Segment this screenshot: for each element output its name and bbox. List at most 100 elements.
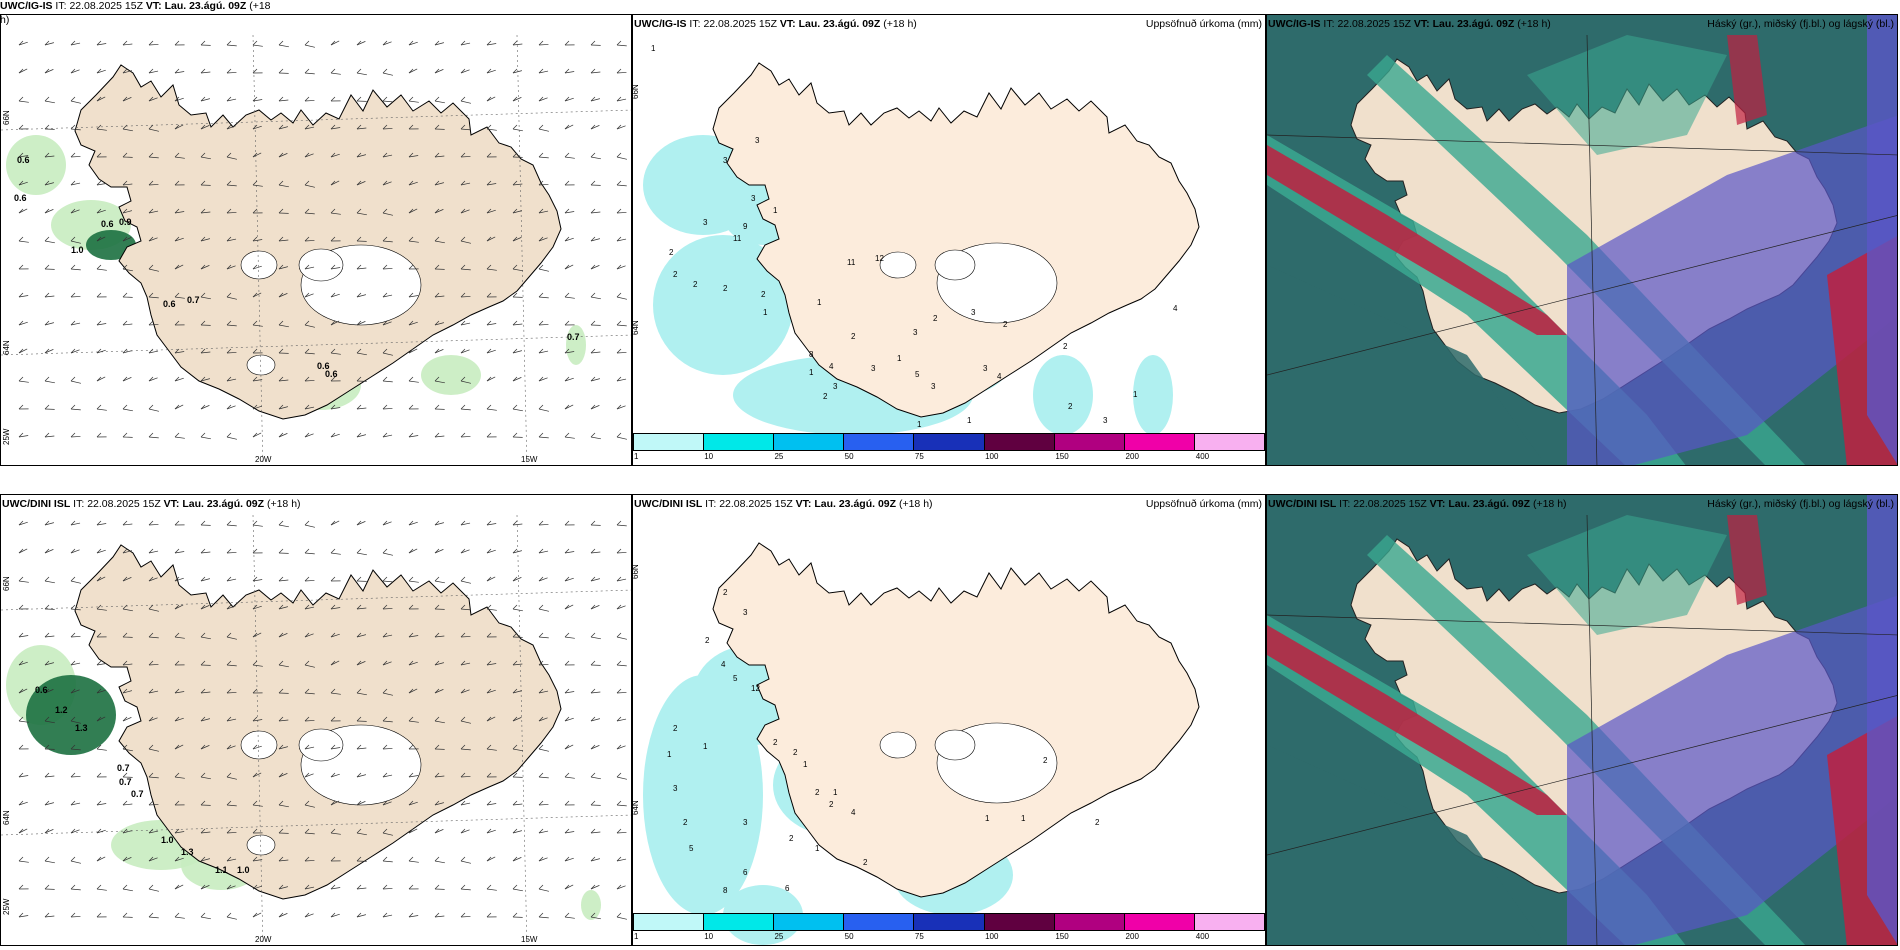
- wind-barb: [18, 380, 29, 383]
- wind-barb-flag: [330, 96, 336, 102]
- wind-barb: [538, 70, 549, 74]
- wind-barb-flag: [304, 912, 310, 918]
- wind-barb-flag: [252, 292, 258, 298]
- wind-barb: [408, 688, 418, 694]
- wind-barb-flag: [408, 828, 414, 834]
- wind-barb-flag: [434, 432, 440, 438]
- wind-barb-flag: [200, 68, 206, 74]
- wind-barb-flag: [408, 348, 414, 354]
- wind-barb: [408, 321, 418, 326]
- wind-barb-flag: [200, 124, 206, 130]
- wind-barb: [564, 436, 575, 439]
- wind-barb: [44, 635, 55, 638]
- wind-barb: [96, 523, 107, 526]
- wind-barb-flag: [174, 432, 180, 438]
- wind-barb-flag: [18, 320, 24, 326]
- wind-barb: [96, 43, 107, 46]
- wind-barb-flag: [44, 180, 50, 186]
- wind-barb-flag: [564, 856, 570, 862]
- wind-barb-flag: [148, 68, 154, 74]
- colorbar-swatch: [1124, 434, 1195, 450]
- wind-barb: [122, 183, 133, 186]
- wind-barb-flag: [226, 348, 232, 354]
- wind-barb-flag: [408, 376, 414, 382]
- wind-barb-flag: [408, 404, 414, 410]
- wind-barb: [278, 886, 288, 890]
- wind-barb-flag: [278, 604, 284, 610]
- wind-barb: [616, 238, 627, 242]
- wind-barb: [408, 775, 419, 778]
- wind-barb: [200, 691, 211, 694]
- wind-barb-flag: [18, 96, 24, 102]
- wind-barb: [148, 70, 159, 74]
- wind-barb: [382, 692, 394, 696]
- wind-barb: [174, 237, 184, 242]
- wind-barb-flag: [408, 800, 414, 806]
- wind-barb: [434, 155, 445, 158]
- wind-barb-flag: [382, 884, 388, 890]
- wind-barb-flag: [382, 660, 388, 666]
- precip-area: [26, 675, 116, 755]
- wind-barb-flag: [538, 404, 544, 410]
- wind-barb-flag: [148, 772, 154, 778]
- wind-barb: [174, 551, 185, 554]
- wind-barb: [512, 803, 523, 806]
- wind-barb: [148, 524, 159, 526]
- precip-value: 3: [755, 136, 760, 145]
- wind-barb: [70, 636, 81, 638]
- wind-barb: [486, 748, 497, 751]
- map-bottom-right: [1267, 495, 1897, 945]
- wind-barb-flag: [200, 884, 206, 890]
- wind-barb-flag: [512, 292, 518, 298]
- wind-barb: [304, 293, 314, 298]
- wind-barb-flag: [538, 264, 544, 270]
- wind-barb-flag: [44, 688, 50, 694]
- wind-barb: [226, 804, 237, 807]
- wind-barb: [148, 324, 159, 326]
- wind-barb-flag: [252, 772, 258, 778]
- wind-barb-flag: [564, 376, 570, 382]
- wind-barb-flag: [564, 632, 570, 638]
- wind-barb: [460, 268, 471, 271]
- wind-barb-flag: [148, 912, 154, 918]
- wind-barb: [538, 748, 550, 752]
- colorbar-swatch: [704, 434, 775, 450]
- wind-barb: [44, 322, 54, 326]
- wind-barb-flag: [434, 716, 440, 722]
- wind-barb-flag: [460, 576, 466, 582]
- wind-barb: [304, 773, 314, 778]
- wind-barb: [278, 239, 289, 242]
- wind-barb: [18, 828, 28, 834]
- wind-barb: [200, 265, 210, 270]
- cloud-layer: [1527, 35, 1727, 155]
- wind-barb: [330, 433, 340, 438]
- wind-barb: [512, 70, 522, 74]
- wind-barb: [434, 549, 444, 554]
- colorbar-swatch: [774, 434, 845, 450]
- wind-barb-flag: [356, 856, 362, 862]
- wind-barb: [252, 405, 262, 410]
- wind-barb: [200, 605, 210, 610]
- wind-barb-flag: [122, 632, 128, 638]
- wind-barb: [18, 548, 28, 554]
- wind-barb: [174, 831, 185, 834]
- wind-barb-flag: [44, 520, 50, 526]
- wind-barb-flag: [512, 96, 518, 102]
- wind-barb-flag: [148, 884, 154, 890]
- colorbar-top: [633, 433, 1265, 451]
- wind-barb-flag: [330, 604, 336, 610]
- wind-barb-flag: [590, 264, 596, 270]
- wind-barb: [174, 717, 184, 722]
- wind-barb-flag: [252, 912, 258, 918]
- precip-value: 3: [743, 818, 748, 827]
- wind-barb: [512, 888, 523, 892]
- wind-barb: [122, 523, 133, 526]
- wind-barb: [122, 377, 132, 382]
- wind-barb: [590, 831, 601, 834]
- wind-barb-flag: [564, 264, 570, 270]
- wind-barb: [434, 662, 444, 666]
- wind-barb-flag: [434, 576, 440, 582]
- wind-barb: [122, 128, 133, 132]
- map-bottom-mid: 232451221323122121246852126611122: [633, 495, 1265, 945]
- wind-barb-flag: [486, 884, 492, 890]
